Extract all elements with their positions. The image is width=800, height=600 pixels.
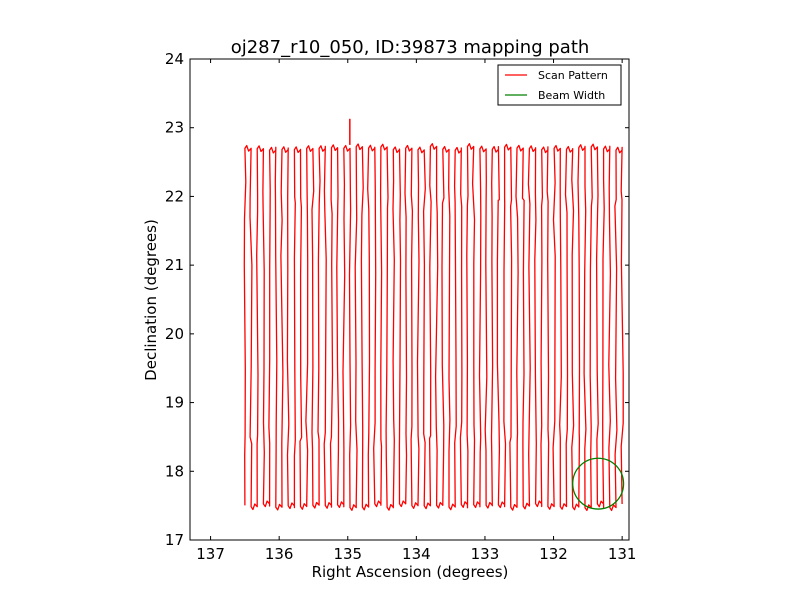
chart-title: oj287_r10_050, ID:39873 mapping path [231, 37, 590, 58]
legend: Scan Pattern Beam Width [497, 64, 622, 106]
x-axis: 137 136 135 134 133 132 131 [196, 59, 636, 563]
x-tick-label: 137 [196, 545, 225, 563]
legend-label-beam: Beam Width [538, 89, 605, 102]
scan-pattern-line [243, 143, 624, 512]
legend-box [497, 64, 622, 106]
x-tick-label: 132 [539, 545, 568, 563]
x-tick-label: 135 [333, 545, 362, 563]
x-tick-label: 134 [402, 545, 431, 563]
y-axis: 17 18 19 20 21 22 23 24 [165, 50, 629, 549]
y-tick-label: 20 [165, 325, 184, 343]
y-tick-label: 22 [165, 187, 184, 205]
plot-area [243, 118, 625, 512]
y-tick-label: 21 [165, 256, 184, 274]
y-tick-label: 19 [165, 394, 184, 412]
x-axis-title: Right Ascension (degrees) [312, 563, 509, 581]
y-tick-label: 17 [165, 531, 184, 549]
y-axis-title: Declination (degrees) [142, 219, 160, 381]
y-tick-label: 18 [165, 462, 184, 480]
x-tick-label: 133 [471, 545, 500, 563]
beam-width-circle [572, 457, 625, 510]
legend-label-scan: Scan Pattern [538, 69, 608, 82]
x-tick-label: 131 [608, 545, 637, 563]
y-tick-label: 23 [165, 119, 184, 137]
y-tick-label: 24 [165, 50, 184, 68]
x-tick-label: 136 [265, 545, 294, 563]
plot-frame [189, 58, 630, 541]
